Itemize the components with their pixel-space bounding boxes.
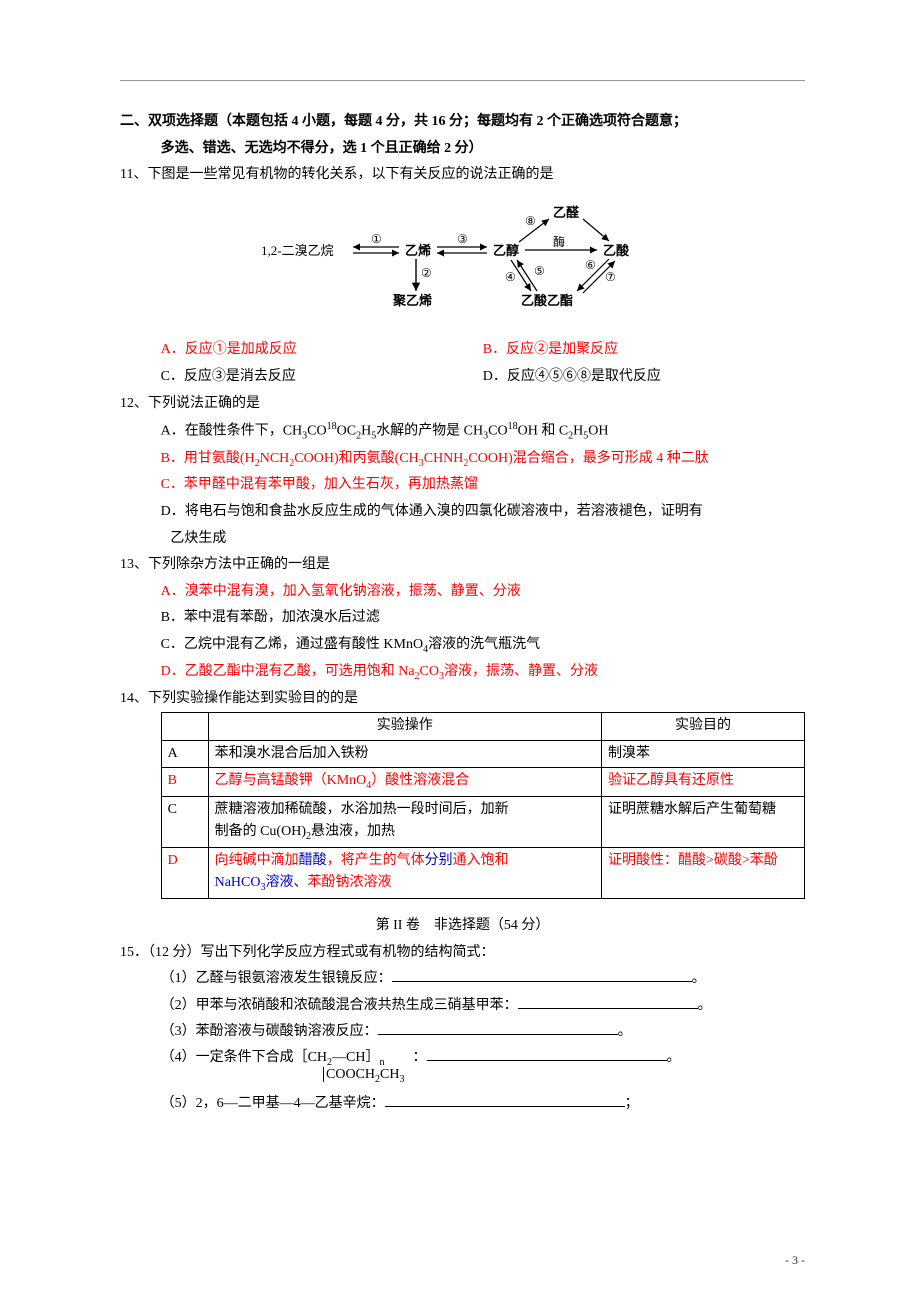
q14-stem: 14、下列实验操作能达到实验目的的是 — [120, 686, 805, 713]
node-ethanol: 乙醇 — [493, 243, 519, 258]
q15-2: （2）甲苯与浓硝酸和浓硫酸混合液共热生成三硝基甲苯：。 — [120, 993, 805, 1020]
cell-goal: 验证乙醇具有还原性 — [601, 767, 804, 796]
th-key — [161, 713, 208, 740]
th-goal: 实验目的 — [601, 713, 804, 740]
node-dibromoethane: 1,2-二溴乙烷 — [261, 243, 334, 258]
edge-7: ⑦ — [605, 270, 616, 284]
section2-heading-sub: 多选、错选、无选均不得分，选 1 个且正确给 2 分） — [120, 136, 805, 163]
page-number: - 3 - — [785, 1249, 805, 1272]
cell-op: 乙醇与高锰酸钾（KMnO4）酸性溶液混合 — [208, 767, 601, 796]
edge-3: ③ — [457, 232, 468, 246]
node-polyethylene: 聚乙烯 — [392, 293, 432, 308]
q13-optA: A．溴苯中混有溴，加入氢氧化钠溶液，振荡、静置、分液 — [120, 579, 805, 606]
node-ethylene: 乙烯 — [405, 243, 431, 258]
blank — [378, 1020, 618, 1035]
q12-optD-line2: 乙炔生成 — [120, 526, 805, 553]
q12-optC: C．苯甲醛中混有苯甲酸，加入生石灰，再加热蒸馏 — [120, 472, 805, 499]
edge-4: ④ — [505, 270, 516, 284]
q15-5: （5）2，6—二甲基—4—乙基辛烷：； — [120, 1091, 805, 1118]
page: 二、双项选择题（本题包括 4 小题，每题 4 分，共 16 分；每题均有 2 个… — [0, 0, 920, 1302]
cell-key: C — [161, 796, 208, 847]
node-aceticacid: 乙酸 — [603, 243, 630, 258]
q12-optA: A．在酸性条件下，CH3CO18OC2H5水解的产物是 CH3CO18OH 和 … — [120, 417, 805, 445]
q11-optD: D．反应④⑤⑥⑧是取代反应 — [483, 369, 661, 384]
q15-stem: 15．（12 分）写出下列化学反应方程式或有机物的结构简式： — [120, 940, 805, 967]
table-row: B 乙醇与高锰酸钾（KMnO4）酸性溶液混合 验证乙醇具有还原性 — [161, 767, 804, 796]
blank — [392, 967, 692, 982]
q11-opts-row2: C．反应③是消去反应 D．反应④⑤⑥⑧是取代反应 — [120, 364, 805, 391]
q12-optD: D．将电石与饱和食盐水反应生成的气体通入溴的四氯化碳溶液中，若溶液褪色，证明有 — [120, 499, 805, 526]
edge-mei: 酶 — [553, 234, 565, 249]
cell-goal: 证明酸性：醋酸>碳酸>苯酚 — [601, 847, 804, 898]
cell-op: 向纯碱中滴加醋酸，将产生的气体分别通入饱和 NaHCO3溶液、苯酚钠浓溶液 — [208, 847, 601, 898]
q12-optB: B．用甘氨酸(H2NCH2COOH)和丙氨酸(CH3CHNH2COOH)混合缩合… — [120, 446, 805, 473]
part2-heading: 第 II 卷 非选择题（54 分） — [120, 913, 805, 940]
q11-optC: C．反应③是消去反应 — [161, 369, 296, 384]
q15-4: （4）一定条件下合成［CH2—CH］n ：。 — [120, 1046, 805, 1069]
q11-optB: B．反应②是加聚反应 — [483, 342, 618, 357]
table-row: 实验操作 实验目的 — [161, 713, 804, 740]
q11-diagram: 1,2-二溴乙烷 乙烯 聚乙烯 乙醇 乙醛 乙酸 乙酸乙酯 ① ② ③ ⑧ — [120, 197, 805, 328]
q13-optB: B．苯中混有苯酚，加浓溴水后过滤 — [120, 605, 805, 632]
cell-key: A — [161, 740, 208, 767]
cell-goal: 制溴苯 — [601, 740, 804, 767]
cell-goal: 证明蔗糖水解后产生葡萄糖 — [601, 796, 804, 847]
cell-key: D — [161, 847, 208, 898]
table-row: C 蔗糖溶液加稀硫酸，水浴加热一段时间后，加新制备的 Cu(OH)2悬浊液，加热… — [161, 796, 804, 847]
q11-optA: A．反应①是加成反应 — [161, 342, 297, 357]
edge-6: ⑥ — [585, 258, 596, 272]
edge-8: ⑧ — [525, 214, 536, 228]
node-ethylacetate: 乙酸乙酯 — [521, 293, 573, 308]
q13-stem: 13、下列除杂方法中正确的一组是 — [120, 552, 805, 579]
table-row: D 向纯碱中滴加醋酸，将产生的气体分别通入饱和 NaHCO3溶液、苯酚钠浓溶液 … — [161, 847, 804, 898]
cell-op: 苯和溴水混合后加入铁粉 — [208, 740, 601, 767]
node-acetaldehyde: 乙醛 — [553, 205, 580, 220]
cell-key: B — [161, 767, 208, 796]
q11-opts-row1: A．反应①是加成反应 B．反应②是加聚反应 — [120, 337, 805, 364]
edge-5: ⑤ — [534, 264, 545, 278]
q14-table: 实验操作 实验目的 A 苯和溴水混合后加入铁粉 制溴苯 B 乙醇与高锰酸钾（KM… — [161, 712, 805, 899]
top-divider — [120, 80, 805, 81]
blank — [385, 1092, 625, 1107]
edge-1: ① — [371, 232, 382, 246]
q11-stem: 11、下图是一些常见有机物的转化关系，以下有关反应的说法正确的是 — [120, 162, 805, 189]
th-op: 实验操作 — [208, 713, 601, 740]
edge-2: ② — [421, 266, 432, 280]
section2-heading: 二、双项选择题（本题包括 4 小题，每题 4 分，共 16 分；每题均有 2 个… — [120, 109, 805, 136]
cell-op: 蔗糖溶液加稀硫酸，水浴加热一段时间后，加新制备的 Cu(OH)2悬浊液，加热 — [208, 796, 601, 847]
q13-optD: D．乙酸乙酯中混有乙酸，可选用饱和 Na2CO3溶液，振荡、静置、分液 — [120, 659, 805, 686]
q15-4-line2: COOCH2CH3 — [120, 1067, 805, 1085]
table-row: A 苯和溴水混合后加入铁粉 制溴苯 — [161, 740, 804, 767]
blank — [518, 994, 698, 1009]
q13-optC: C．乙烷中混有乙烯，通过盛有酸性 KMnO4溶液的洗气瓶洗气 — [120, 632, 805, 659]
blank — [427, 1046, 667, 1061]
q15-1: （1）乙醛与银氨溶液发生银镜反应：。 — [120, 966, 805, 993]
q15-3: （3）苯酚溶液与碳酸钠溶液反应：。 — [120, 1019, 805, 1046]
q12-stem: 12、下列说法正确的是 — [120, 391, 805, 418]
